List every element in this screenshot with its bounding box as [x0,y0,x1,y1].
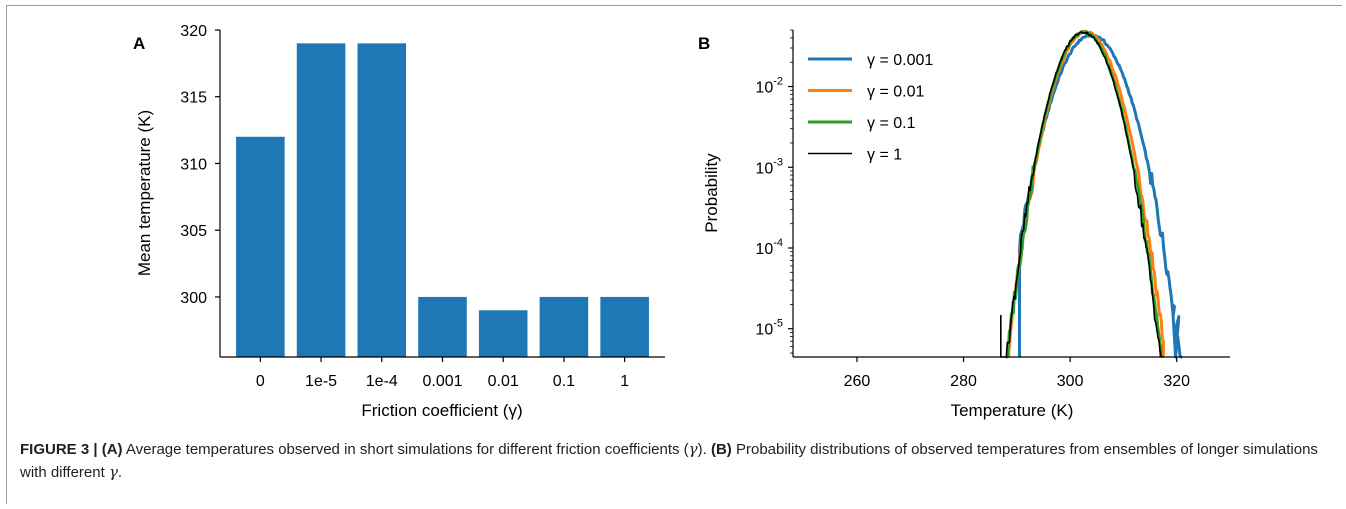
y-tick-label: 10-3 [755,156,783,177]
caption-part-a-label: (A) [101,441,123,458]
panel-b-label: B [698,34,710,53]
panel-b-lines [999,29,1183,359]
x-tick-label: 1 [620,373,629,390]
y-tick-label: 320 [180,23,207,40]
x-tick-label: 300 [1057,373,1084,390]
caption-part-a-end: ). [697,441,707,458]
x-tick-label: 1e-5 [305,373,337,390]
x-tick-label: 0.001 [422,373,462,390]
bar-1e-5 [296,43,346,358]
y-tick-label: 10-2 [755,76,783,97]
caption-part-b-label: (B) [710,441,732,458]
panel-b-y-label: Probability [702,153,721,233]
legend-label: γ = 0.001 [867,52,933,69]
y-tick-label: 300 [180,290,207,307]
panel-b-legend: γ = 0.001 γ = 0.01 γ = 0.1 γ = 1 [808,52,933,164]
caption-figure-label: FIGURE 3 | [20,441,98,458]
panel-b: B 260 280 300 320 10-5 10-4 10-3 10-2 γ = 0.001… [698,29,1230,420]
bar-1e-4 [357,43,407,358]
figure-caption: FIGURE 3 | (A) Average temperatures obse… [20,438,1320,484]
caption-part-a-text: Average temperatures observed in short s… [125,441,689,458]
x-tick-label: 320 [1163,373,1190,390]
panel-a-x-label: Friction coefficient (γ) [361,401,522,420]
bar-0.001 [418,296,467,357]
x-tick-label: 260 [844,373,871,390]
x-tick-label: 0 [256,373,265,390]
figure-frame [6,5,1342,504]
x-tick-label: 0.01 [488,373,519,390]
legend-label: γ = 1 [867,147,902,164]
panel-a: A 0 1e-5 1e-4 0.001 0.01 0.1 1300305310315320 … [133,23,665,420]
panel-b-ticks: 260 280 300 320 10-5 10-4 10-3 10-2 [755,29,1190,390]
x-tick-label: 1e-4 [366,373,398,390]
bar-1 [600,296,649,357]
series-line-4 [999,31,1164,358]
caption-part-b-text: Probability distributions of observed te… [20,441,1318,481]
legend-label: γ = 0.01 [867,84,924,101]
y-tick-label: 310 [180,156,207,173]
x-tick-label: 280 [950,373,977,390]
y-tick-label: 315 [180,90,207,107]
y-tick-label: 305 [180,223,207,240]
bar-0 [236,136,285,357]
panel-a-bars [236,43,649,358]
caption-part-b-end: . [117,464,123,481]
y-tick-label: 10-5 [755,318,783,339]
y-tick-label: 10-4 [755,237,783,258]
panel-a-label: A [133,34,145,53]
caption-gamma-b: γ [108,463,118,481]
bar-0.1 [539,296,589,357]
panel-a-y-label: Mean temperature (K) [135,110,154,276]
bar-0.01 [478,310,528,357]
caption-gamma-a: γ [688,440,698,458]
x-tick-label: 0.1 [553,373,575,390]
panel-b-x-label: Temperature (K) [951,401,1074,420]
legend-label: γ = 0.1 [867,115,916,132]
panel-a-ticks: 0 1e-5 1e-4 0.001 0.01 0.1 1 300 305 310 315 320 [180,23,629,390]
